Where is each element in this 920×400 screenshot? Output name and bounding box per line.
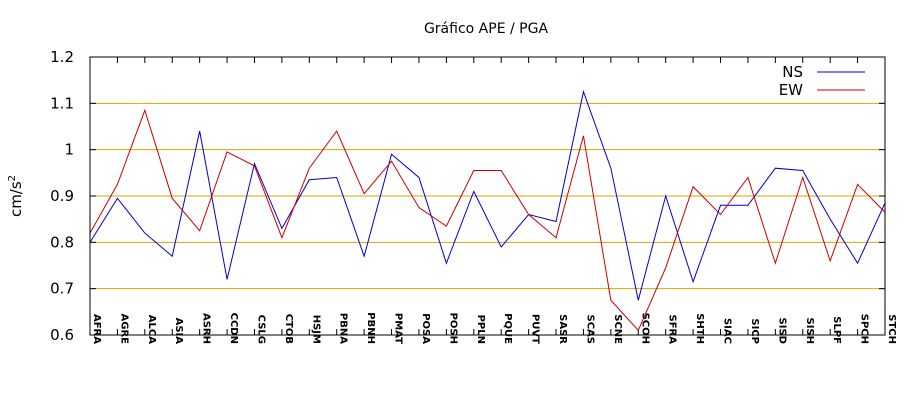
plot-border bbox=[89, 56, 886, 336]
y-tick-label: 0.7 bbox=[50, 280, 74, 298]
y-tick-label: 0.9 bbox=[50, 187, 74, 205]
x-tick-label: ALCA bbox=[146, 315, 157, 344]
x-tick-label: SIAC bbox=[722, 318, 733, 344]
x-tick-label: SPCH bbox=[859, 314, 870, 344]
x-tick-label: PBNA bbox=[338, 313, 349, 344]
chart-title: Gráfico APE / PGA bbox=[424, 21, 548, 37]
series-line-ns bbox=[89, 89, 886, 301]
x-tick-label: AFRA bbox=[91, 314, 102, 344]
x-tick-label: ASIA bbox=[173, 318, 184, 345]
y-tick-label: 0.6 bbox=[50, 326, 74, 344]
x-tick-label: SLPF bbox=[831, 316, 842, 344]
x-tick-label: SISH bbox=[804, 318, 815, 345]
x-tick-label: SFRA bbox=[667, 315, 678, 345]
x-tick-label: PPLN bbox=[475, 315, 486, 344]
x-tick-label: CTOB bbox=[283, 314, 294, 344]
series-line-ew bbox=[89, 108, 886, 332]
series-lines bbox=[89, 89, 886, 332]
legend-label-ns: NS bbox=[782, 63, 803, 81]
y-axis-label: cm/s2 bbox=[7, 175, 25, 217]
x-tick-label: POSA bbox=[420, 313, 431, 344]
x-tick-label: SASR bbox=[557, 314, 568, 344]
y-axis-label-superscript: 2 bbox=[7, 175, 18, 181]
x-tick-label: PMAT bbox=[393, 313, 404, 344]
x-tick-label: POSH bbox=[447, 313, 458, 344]
x-tick-label: PBNH bbox=[365, 312, 376, 344]
x-tick-label: AGRE bbox=[118, 314, 129, 345]
x-tick-label: PQUE bbox=[502, 313, 513, 344]
x-axis-ticks: AFRA AGRE ALCA ASIA ASRH CCDN CSLG CTOB HSJM PBNA… bbox=[89, 57, 897, 345]
x-tick-label: SICP bbox=[749, 318, 760, 344]
x-tick-label: ASRH bbox=[201, 313, 212, 344]
y-tick-label: 1.2 bbox=[50, 48, 74, 66]
grid-lines bbox=[90, 102, 885, 290]
y-tick-label: 1 bbox=[64, 141, 74, 159]
x-tick-label: CCDN bbox=[228, 313, 239, 344]
x-tick-label: STCH bbox=[886, 314, 897, 344]
x-tick-label: SCAS bbox=[584, 315, 595, 344]
x-tick-label: PUVT bbox=[530, 314, 541, 344]
legend-label-ew: EW bbox=[779, 81, 803, 99]
x-tick-label: SCNE bbox=[612, 314, 623, 344]
x-tick-label: CSLG bbox=[255, 315, 266, 344]
x-tick-label: SCOH bbox=[639, 313, 650, 344]
x-tick-label: HSJM bbox=[310, 315, 321, 344]
x-tick-label: SISD bbox=[776, 318, 787, 344]
y-tick-label: 0.8 bbox=[50, 233, 74, 251]
x-tick-label: SHTH bbox=[694, 313, 705, 344]
y-axis-ticks: 0.6 0.7 0.8 0.9 1 1.1 1.2 bbox=[50, 48, 885, 344]
y-tick-label: 1.1 bbox=[50, 94, 74, 112]
